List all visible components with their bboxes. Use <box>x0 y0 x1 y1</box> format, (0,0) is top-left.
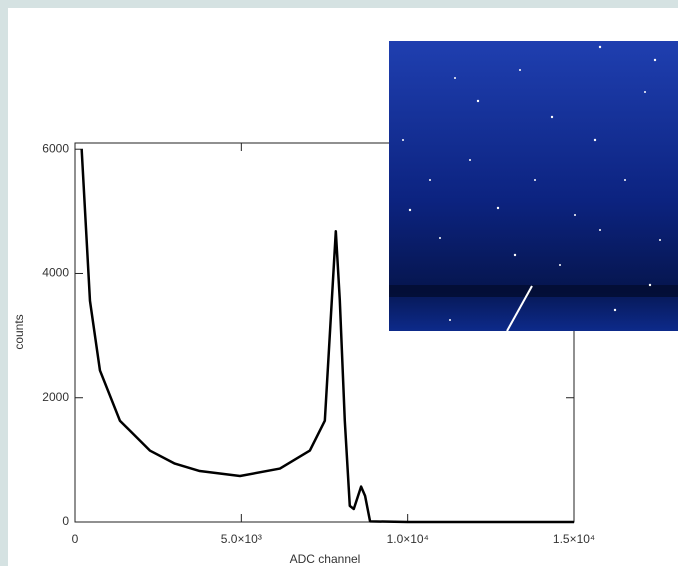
x-tick-label: 5.0×10³ <box>221 532 262 546</box>
inset-image <box>389 41 678 331</box>
x-axis-label: ADC channel <box>290 552 361 566</box>
x-tick-label: 1.0×10⁴ <box>387 532 429 546</box>
y-tick-label: 4000 <box>42 266 69 280</box>
y-tick-label: 6000 <box>42 141 69 155</box>
x-tick-label: 1.5×10⁴ <box>553 532 595 546</box>
chart: ADC channel counts 0 2000 4000 6000 0 5.0×10³… <box>0 0 678 566</box>
x-tick-label: 0 <box>72 532 79 546</box>
y-tick-label: 0 <box>62 514 69 528</box>
y-tick-label: 2000 <box>42 390 69 404</box>
screen: ADC channel counts 0 2000 4000 6000 0 5.0×10³… <box>0 0 678 566</box>
y-axis-label: counts <box>12 314 26 349</box>
